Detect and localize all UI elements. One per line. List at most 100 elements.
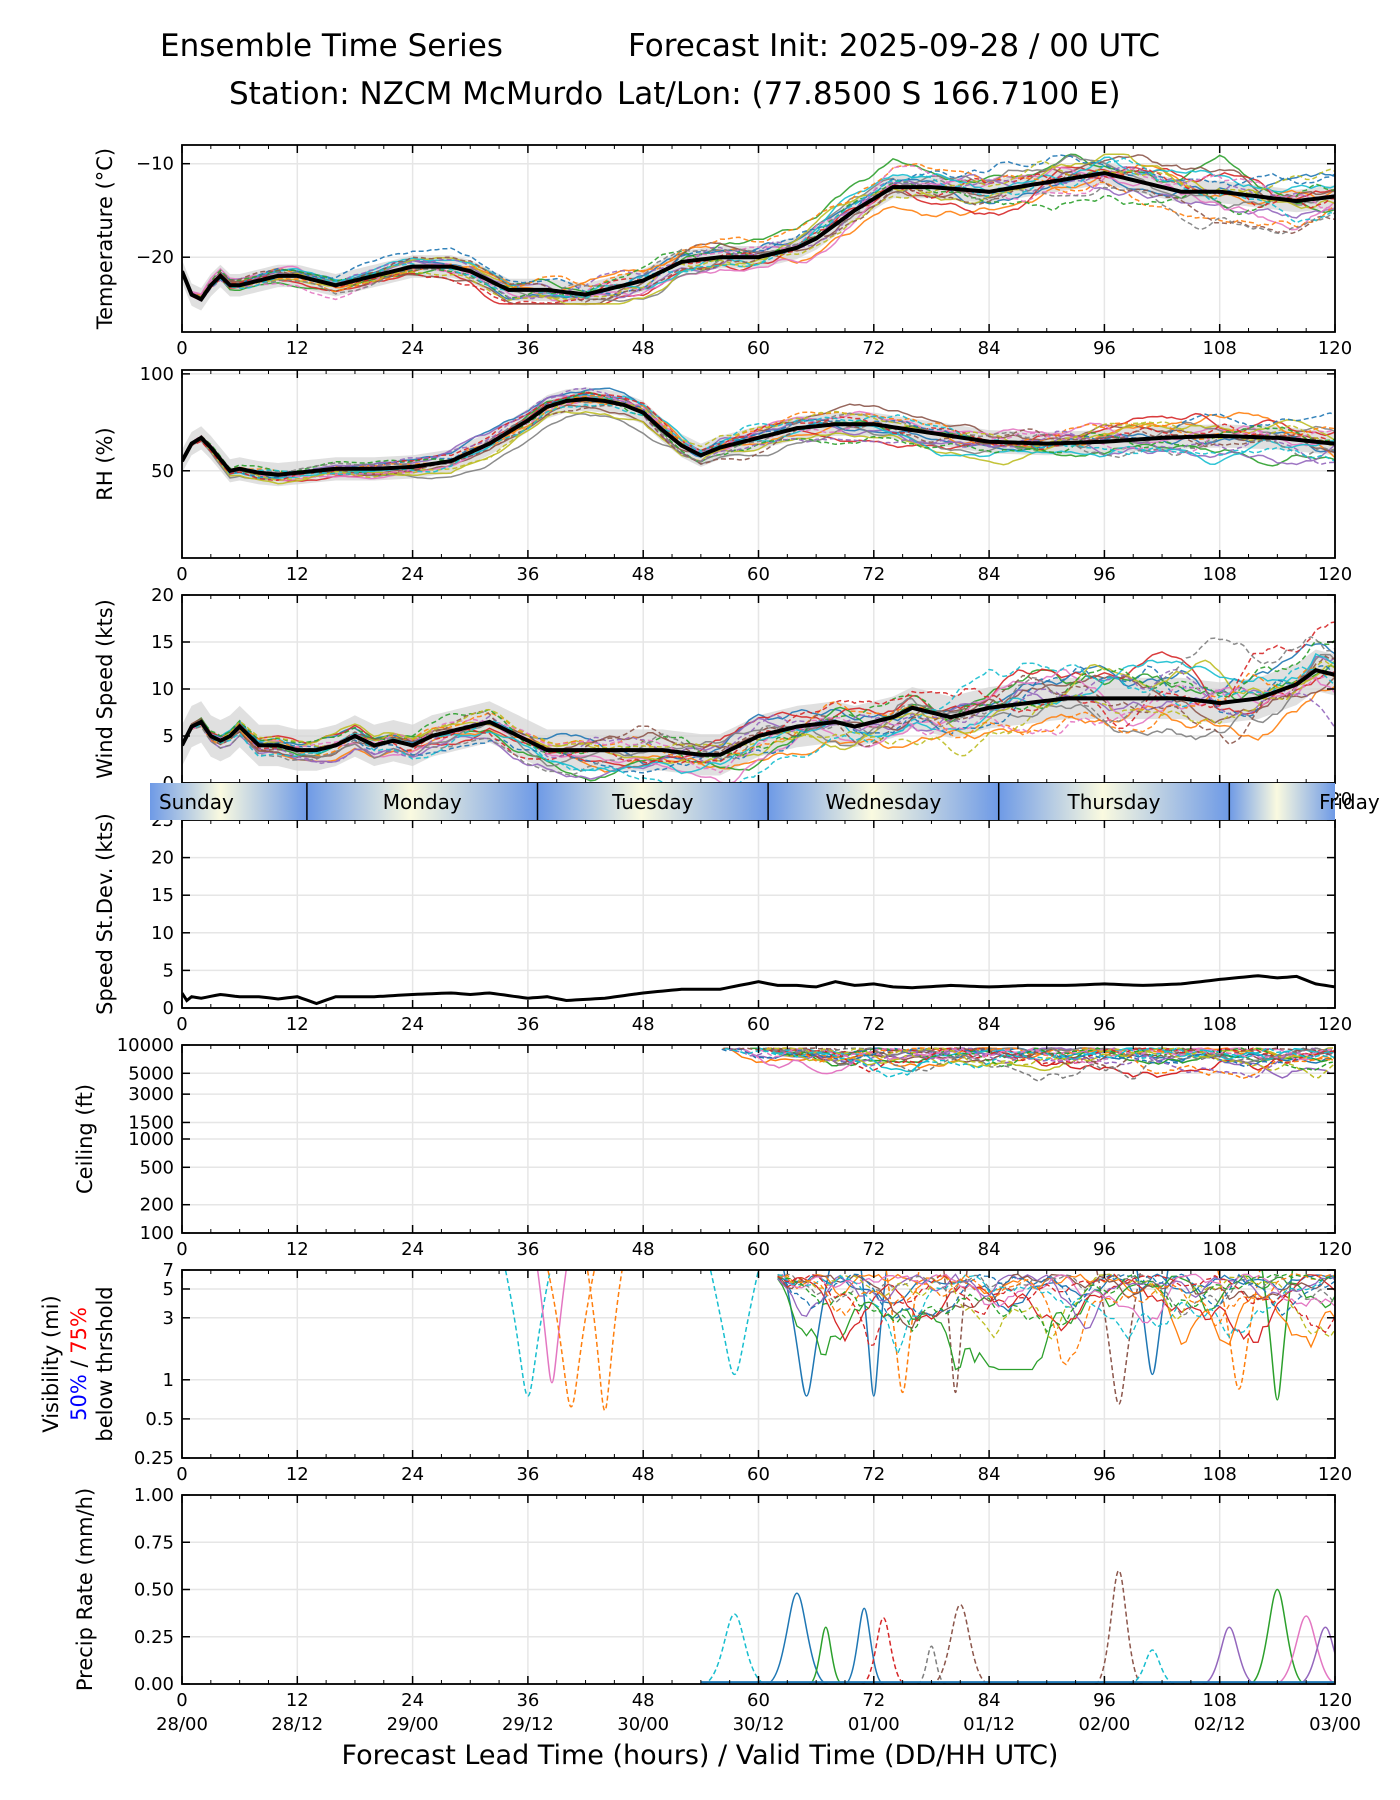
y-tick-label: 0 — [163, 998, 174, 1019]
x-tick-label: 108 — [1203, 338, 1237, 359]
x-tick-label: 0 — [176, 338, 187, 359]
ensemble-member-line — [182, 403, 1335, 476]
visibility-member-dip — [1136, 1270, 1169, 1376]
y-tick-label: 100 — [140, 364, 174, 385]
y-tick-label: 0.5 — [145, 1409, 174, 1430]
x-tick-label: 60 — [747, 564, 770, 585]
y-tick-label: 15 — [151, 632, 174, 653]
x-tick-label: 60 — [747, 338, 770, 359]
x-tick-label: 36 — [516, 1014, 539, 1035]
y-tick-label: 1500 — [128, 1112, 174, 1133]
x-tick-label: 0 — [176, 1690, 187, 1711]
y-tick-label: 100 — [140, 1223, 174, 1244]
day-segment — [150, 783, 307, 820]
y-tick-label: 20 — [151, 585, 174, 606]
latlon-label: Lat/Lon: (77.8500 S 166.7100 E) — [617, 76, 1121, 112]
x-tick-label: 96 — [1093, 1690, 1116, 1711]
x-tick-label: 84 — [978, 338, 1001, 359]
y-tick-label: 0.00 — [134, 1674, 174, 1695]
visibility-member-line — [777, 1273, 1335, 1366]
y-tick-label: 10 — [151, 679, 174, 700]
x-tick-label: 96 — [1093, 564, 1116, 585]
visibility-member-dip — [1217, 1270, 1261, 1390]
visibility-member-line — [777, 1273, 1335, 1356]
x-tick-label: 0 — [176, 1014, 187, 1035]
day-label-sunday: Sunday — [159, 790, 234, 814]
day-label-monday: Monday — [383, 790, 462, 814]
visibility-member-dip — [1095, 1270, 1142, 1405]
ensemble-member-line — [182, 662, 1335, 783]
x-tick-label: 12 — [286, 1690, 309, 1711]
ceiling-member-line — [723, 1047, 1334, 1069]
chart-title-left: Ensemble Time Series — [160, 28, 503, 64]
ceiling-member-line — [767, 1047, 1335, 1066]
y-tick-label: 7 — [163, 1260, 174, 1281]
visibility-member-dip — [547, 1270, 596, 1408]
x-tick-label: 36 — [516, 338, 539, 359]
x-tick-label: 12 — [286, 1239, 309, 1260]
plot-area-wind — [182, 621, 1335, 783]
ceiling-member-line — [770, 1047, 1333, 1072]
plot-area-visibility — [504, 1270, 1335, 1412]
visibility-ylabel-group: Visibility (mi) 50% / 75% below thrshold — [39, 1286, 117, 1441]
x-tick-label: 48 — [632, 1014, 655, 1035]
ensemble-member-line — [182, 154, 1335, 301]
x-tick-label: 84 — [978, 564, 1001, 585]
visibility-member-line — [777, 1273, 1335, 1333]
x-tick-label: 84 — [978, 1690, 1001, 1711]
speed_stdev-ylabel: Speed St.Dev. (kts) — [93, 813, 117, 1015]
day-segment — [1229, 783, 1335, 820]
valid-time-label: 29/00 — [387, 1714, 439, 1735]
x-tick-label: 24 — [401, 1690, 424, 1711]
ceiling-ylabel: Ceiling (ft) — [73, 1084, 97, 1194]
y-tick-label: 5000 — [128, 1063, 174, 1084]
x-tick-label: 72 — [862, 564, 885, 585]
x-tick-label: 24 — [401, 564, 424, 585]
x-tick-label: 84 — [978, 1239, 1001, 1260]
ensemble-member-line — [182, 668, 1335, 765]
ceiling-member-line — [765, 1047, 1334, 1072]
y-tick-label: 5 — [163, 1279, 174, 1300]
x-tick-label: 48 — [632, 1239, 655, 1260]
x-tick-label: 96 — [1093, 1014, 1116, 1035]
x-tick-label: 48 — [632, 338, 655, 359]
x-tick-label: 48 — [632, 1464, 655, 1485]
y-tick-label: 5 — [163, 726, 174, 747]
x-tick-label: 108 — [1203, 1690, 1237, 1711]
y-tick-label: 1.00 — [134, 1485, 174, 1506]
x-tick-label: 36 — [516, 1239, 539, 1260]
precip-member-peak — [1274, 1615, 1335, 1684]
x-tick-label: 12 — [286, 338, 309, 359]
x-tick-label: 72 — [862, 1464, 885, 1485]
visibility-ylabel: Visibility (mi) — [39, 1295, 63, 1432]
visibility-member-dip — [586, 1270, 623, 1412]
ceiling-member-line — [724, 1047, 1335, 1079]
precip-member-peak — [861, 1617, 906, 1684]
visibility-member-dip — [885, 1270, 920, 1394]
visibility-member-line — [777, 1273, 1335, 1319]
visibility-member-dip — [504, 1270, 552, 1397]
x-tick-label: 108 — [1203, 1239, 1237, 1260]
ceiling-member-line — [766, 1047, 1335, 1080]
ensemble-member-line — [182, 660, 1335, 757]
rh-ylabel: RH (%) — [93, 427, 117, 500]
x-tick-label: 72 — [862, 1690, 885, 1711]
threshold-slash: / — [67, 1354, 91, 1374]
precip-member-peak — [916, 1645, 947, 1684]
y-tick-label: 50 — [151, 461, 174, 482]
visibility-member-line — [777, 1275, 1335, 1371]
ensemble-member-line — [182, 659, 1335, 765]
plot-area-speed_stdev — [182, 974, 1335, 1006]
y-tick-label: 20 — [151, 848, 174, 869]
ceiling-member-line — [766, 1047, 1334, 1079]
y-tick-label: 500 — [140, 1157, 174, 1178]
temperature-ylabel: Temperature (°C) — [93, 148, 117, 330]
precip-member-peak — [1201, 1626, 1257, 1684]
rh-mean-line — [182, 397, 1335, 477]
y-tick-label: −20 — [136, 247, 174, 268]
y-tick-label: 10 — [151, 923, 174, 944]
x-tick-label: 84 — [978, 1464, 1001, 1485]
wind-ylabel: Wind Speed (kts) — [93, 599, 117, 779]
day-segment — [537, 783, 769, 820]
